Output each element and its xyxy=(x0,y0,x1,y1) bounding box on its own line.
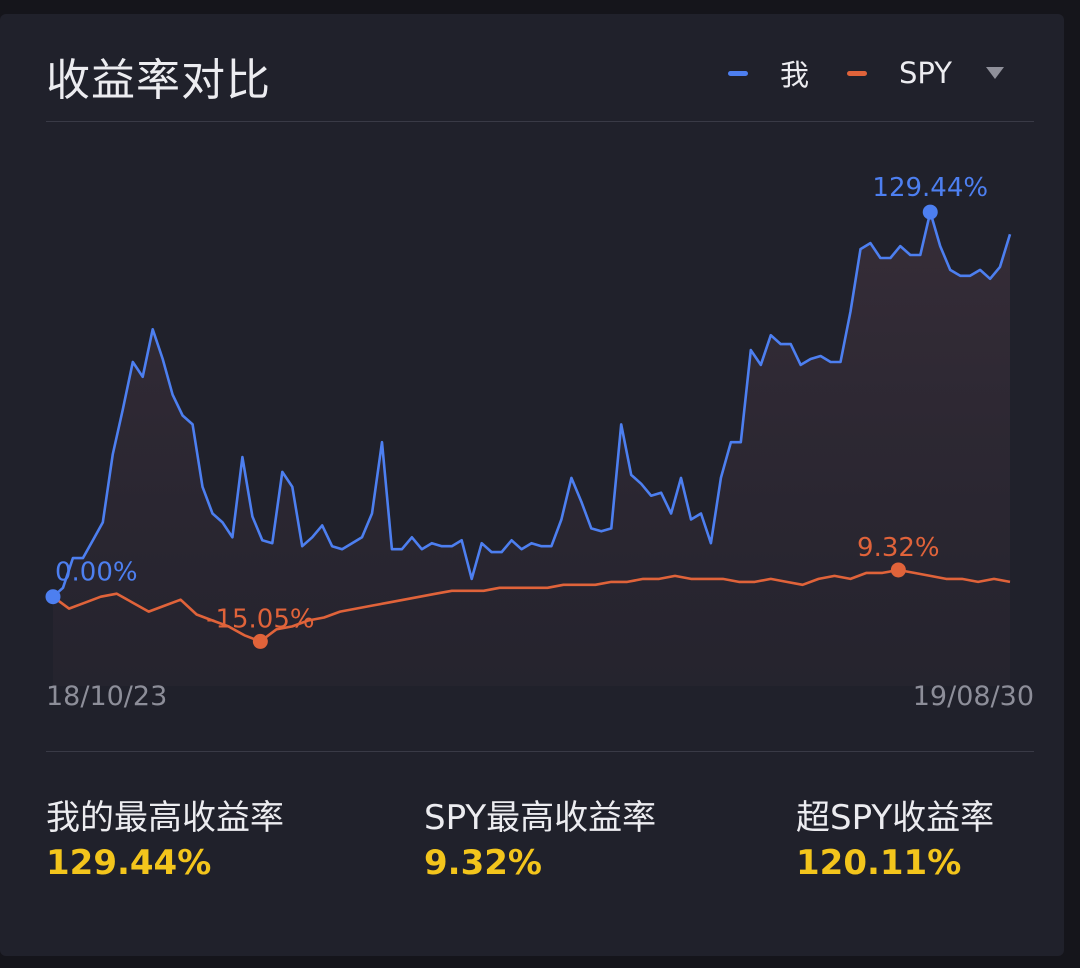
header-divider xyxy=(46,121,1034,122)
stat-excess-return: 超SPY收益率 120.11% xyxy=(796,790,994,883)
comparison-line-chart[interactable]: 0.00% 129.44% -15.05% 9.32% xyxy=(0,121,1064,701)
legend[interactable]: 我 SPY xyxy=(690,52,1004,94)
series-me-start-label: 0.00% xyxy=(55,558,138,588)
legend-item-me[interactable]: 我 xyxy=(728,52,809,94)
series-me-peak-point xyxy=(922,204,938,220)
card-header: 收益率对比 我 SPY xyxy=(0,14,1064,121)
series-spy-trough-point xyxy=(252,633,268,649)
series-spy-peak-label: 9.32% xyxy=(857,533,940,563)
stat-label: 我的最高收益率 xyxy=(46,798,284,838)
stat-my-max-return: 我的最高收益率 129.44% xyxy=(46,790,284,883)
series-me-line xyxy=(52,210,1012,598)
stat-label: SPY最高收益率 xyxy=(424,798,657,838)
chevron-down-icon[interactable] xyxy=(986,67,1004,79)
chart-area[interactable]: 0.00% 129.44% -15.05% 9.32% 18/10/23 19/08/… xyxy=(0,121,1064,756)
series-me-area xyxy=(53,212,1010,686)
legend-swatch-spy xyxy=(847,70,868,76)
legend-label-spy: SPY xyxy=(899,56,952,90)
series-spy-peak-point xyxy=(890,562,906,578)
stat-value: 129.44% xyxy=(46,843,212,883)
series-spy-line xyxy=(52,568,1011,643)
stat-value: 120.11% xyxy=(796,843,962,883)
returns-comparison-card: 收益率对比 我 SPY 0.00% 129.44% -15.05% 9.32% 18/… xyxy=(0,14,1064,956)
stat-value: 9.32% xyxy=(424,843,542,883)
legend-item-spy[interactable]: SPY xyxy=(847,56,952,90)
card-title: 收益率对比 xyxy=(46,55,271,106)
legend-label-me: 我 xyxy=(780,58,810,92)
series-me-start-point xyxy=(45,589,61,605)
x-start-label: 18/10/23 xyxy=(46,681,168,712)
series-spy-trough-label: -15.05% xyxy=(206,604,315,634)
legend-swatch-me xyxy=(728,70,748,76)
stat-label: 超SPY收益率 xyxy=(796,798,995,838)
series-me-peak-label: 129.44% xyxy=(872,173,988,203)
stat-spy-max-return: SPY最高收益率 9.32% xyxy=(424,790,656,883)
x-end-label: 19/08/30 xyxy=(912,681,1034,712)
stats-divider xyxy=(46,751,1034,752)
